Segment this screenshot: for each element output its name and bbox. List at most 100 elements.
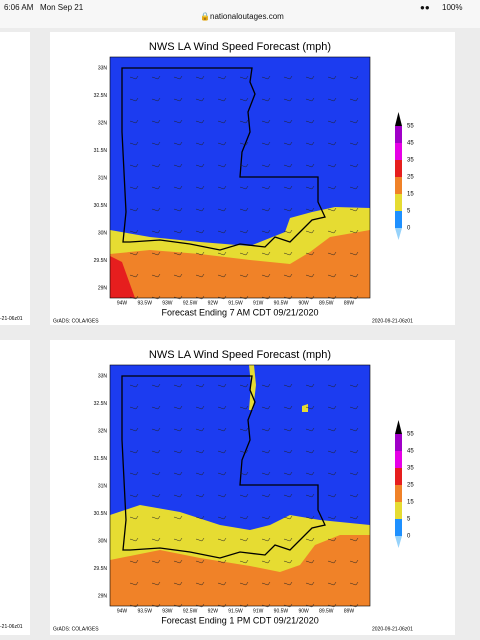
wind-barb	[129, 515, 139, 520]
wind-barb	[327, 141, 337, 146]
wind-barb	[151, 603, 161, 608]
lon-label: 89W	[344, 300, 355, 306]
wind-barb	[283, 141, 293, 146]
wind-barb	[283, 427, 293, 432]
wind-barb	[129, 449, 139, 454]
wind-barb	[129, 229, 139, 234]
wind-barb	[217, 471, 227, 476]
wind-barb	[239, 141, 249, 146]
wind-barb	[349, 581, 359, 586]
wind-barb	[173, 251, 183, 256]
wind-barb	[283, 207, 293, 212]
wind-barb	[327, 405, 337, 410]
wind-barb	[327, 603, 337, 608]
wind-barb	[305, 295, 315, 300]
wind-barb	[217, 581, 227, 586]
legend-swatch	[395, 468, 402, 485]
legend-top	[395, 112, 402, 126]
wind-barb	[261, 97, 271, 102]
wind-barb	[173, 185, 183, 190]
wind-barb	[239, 295, 249, 300]
lon-label: 93.5W	[137, 608, 152, 614]
wind-barb	[261, 603, 271, 608]
wind-barb	[261, 559, 271, 564]
wind-barb	[217, 493, 227, 498]
wind-barb	[173, 493, 183, 498]
wind-barb	[349, 97, 359, 102]
lon-label: 91.5W	[228, 300, 243, 306]
wind-barb	[195, 229, 205, 234]
wind-barb	[217, 273, 227, 278]
wind-barb	[151, 383, 161, 388]
wind-barb	[261, 515, 271, 520]
legend-swatch	[395, 519, 402, 536]
wind-barb	[305, 273, 315, 278]
wind-barb	[327, 185, 337, 190]
wind-barb	[261, 427, 271, 432]
wind-barb	[239, 119, 249, 124]
wind-barb	[283, 295, 293, 300]
legend-label: 45	[407, 141, 414, 147]
legend-swatch	[395, 194, 402, 211]
wind-barb	[217, 427, 227, 432]
wind-barb	[261, 141, 271, 146]
lon-label: 90W	[298, 300, 309, 306]
wind-barb	[173, 581, 183, 586]
wind-barb	[195, 471, 205, 476]
wind-barb	[151, 537, 161, 542]
lon-label: 92.5W	[183, 608, 198, 614]
wind-barb	[239, 251, 249, 256]
wind-barb	[261, 471, 271, 476]
wind-barb	[195, 515, 205, 520]
lon-label: 91W	[253, 300, 264, 306]
lon-label: 91.5W	[228, 608, 243, 614]
wind-barb	[151, 163, 161, 168]
title: NWS LA Wind Speed Forecast (mph)	[149, 41, 331, 53]
state-outline	[121, 67, 326, 251]
url[interactable]: nationaloutages.com	[210, 12, 284, 21]
lat-label: 31.5N	[94, 148, 108, 154]
lat-label: 31N	[98, 175, 108, 181]
subtitle: Forecast Ending 1 PM CDT 09/21/2020	[161, 615, 318, 625]
wind-barb	[151, 97, 161, 102]
wind-barb	[173, 515, 183, 520]
legend-swatch	[395, 434, 402, 451]
wind-barb	[173, 405, 183, 410]
lon-label: 89.5W	[319, 608, 334, 614]
lon-label: 92W	[208, 608, 219, 614]
legend-swatch	[395, 126, 402, 143]
wind-barb	[305, 229, 315, 234]
wind-barb	[129, 273, 139, 278]
wind-barb	[327, 251, 337, 256]
wind-barb	[129, 75, 139, 80]
lon-label: 94W	[117, 608, 128, 614]
wind-barb	[217, 449, 227, 454]
wind-barb	[349, 273, 359, 278]
lat-label: 33N	[98, 65, 108, 71]
credit: GrADS: COLA/IGES	[53, 626, 99, 632]
lon-label: 93W	[162, 608, 173, 614]
wind-barb	[151, 405, 161, 410]
wind-barb	[217, 163, 227, 168]
wind-barb	[129, 207, 139, 212]
lat-label: 32N	[98, 120, 108, 126]
side-card: -21-06z01	[0, 340, 30, 635]
wind-barb	[349, 207, 359, 212]
legend-swatch	[395, 451, 402, 468]
wind-barb	[195, 163, 205, 168]
wind-barb	[261, 537, 271, 542]
wind-barb	[283, 185, 293, 190]
wind-barb	[195, 207, 205, 212]
wind-barb	[305, 581, 315, 586]
wind-barb	[173, 537, 183, 542]
wind-barb	[129, 471, 139, 476]
wind-barb	[239, 273, 249, 278]
wind-barb	[173, 163, 183, 168]
wind-barb	[327, 163, 337, 168]
wind-barb	[217, 185, 227, 190]
battery: 100%	[442, 3, 463, 12]
wind-barb	[261, 449, 271, 454]
wind-barb	[327, 581, 337, 586]
wind-barb	[195, 97, 205, 102]
legend-label: 45	[407, 449, 414, 455]
